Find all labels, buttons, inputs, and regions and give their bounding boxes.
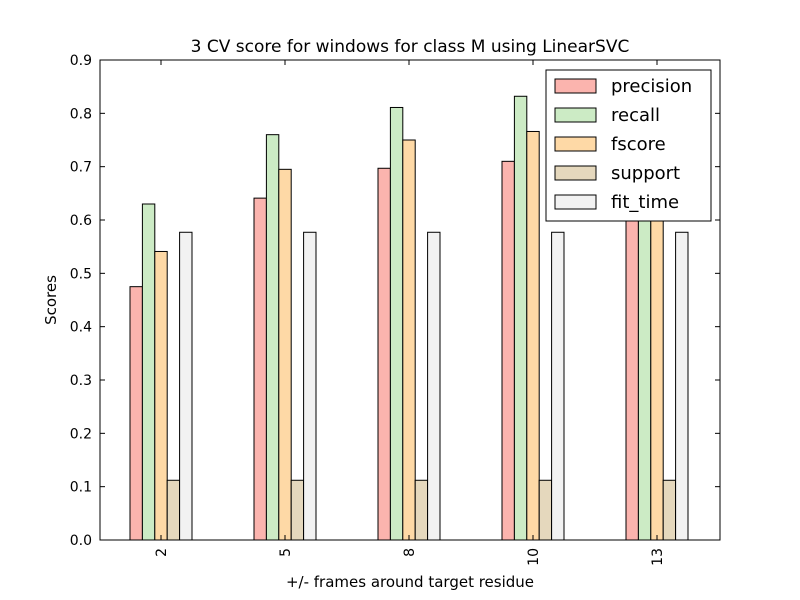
bar-support-8 bbox=[414, 479, 429, 541]
y-tick-label: 0.1 bbox=[70, 480, 92, 496]
y-tick-label: 0.5 bbox=[70, 266, 92, 282]
x-tick-label: 13 bbox=[650, 548, 666, 566]
y-tick-label: 0.4 bbox=[70, 320, 92, 336]
legend: precision recall fscore support fit_time bbox=[545, 69, 712, 222]
bar-support-10 bbox=[538, 479, 553, 541]
legend-label-fit_time: fit_time bbox=[611, 192, 679, 213]
bar-precision-5 bbox=[253, 197, 267, 541]
y-axis-label: Scores bbox=[42, 275, 60, 325]
bar-support-13 bbox=[662, 479, 677, 541]
y-axis-ticks: 0.0 0.1 0.2 0.3 0.4 0.5 0.6 0.7 0.8 0.9 bbox=[70, 53, 720, 549]
x-tick-label: 5 bbox=[278, 548, 294, 557]
legend-label-precision: precision bbox=[611, 76, 692, 97]
bar-fit_time-8 bbox=[427, 231, 441, 541]
legend-label-support: support bbox=[611, 163, 680, 184]
bar-fscore-8 bbox=[402, 139, 416, 541]
bar-precision-8 bbox=[377, 167, 391, 541]
y-tick-label: 0.6 bbox=[70, 213, 92, 229]
bar-recall-8 bbox=[389, 106, 404, 541]
bar-fit_time-10 bbox=[551, 231, 565, 541]
x-axis-label: +/- frames around target residue bbox=[286, 573, 534, 591]
y-tick-label: 0.9 bbox=[70, 53, 92, 69]
plot-area-frame bbox=[99, 59, 721, 541]
y-tick-label: 0.2 bbox=[70, 426, 92, 442]
bar-precision-2 bbox=[129, 286, 143, 541]
bar-fit_time-2 bbox=[179, 231, 193, 541]
bar-recall-2 bbox=[141, 203, 156, 541]
bar-fit_time-5 bbox=[303, 231, 317, 541]
bar-recall-5 bbox=[265, 134, 280, 541]
y-tick-label: 0.8 bbox=[70, 106, 92, 122]
legend-swatch-recall bbox=[554, 107, 597, 123]
legend-swatch-fit_time bbox=[554, 194, 597, 210]
y-tick-label: 0.3 bbox=[70, 373, 92, 389]
chart-title: 3 CV score for windows for class M using… bbox=[191, 37, 630, 57]
bar-precision-10 bbox=[501, 160, 515, 541]
bar-support-2 bbox=[166, 479, 181, 541]
y-tick-label: 0.0 bbox=[70, 533, 92, 549]
legend-swatch-precision bbox=[554, 78, 597, 94]
bar-fit_time-13 bbox=[675, 231, 689, 541]
legend-swatch-support bbox=[554, 165, 597, 181]
legend-swatch-fscore bbox=[554, 136, 597, 152]
bar-recall-10 bbox=[513, 95, 528, 541]
x-tick-label: 10 bbox=[526, 548, 542, 566]
bar-fscore-10 bbox=[526, 130, 540, 541]
legend-label-recall: recall bbox=[611, 105, 660, 126]
x-tick-label: 2 bbox=[154, 548, 170, 557]
bar-fscore-2 bbox=[154, 250, 168, 541]
legend-label-fscore: fscore bbox=[611, 134, 666, 155]
bar-fscore-5 bbox=[278, 168, 292, 541]
x-tick-label: 8 bbox=[402, 548, 418, 557]
y-tick-label: 0.7 bbox=[70, 160, 92, 176]
x-axis-ticks: 2 5 8 10 13 bbox=[154, 60, 666, 566]
bar-support-5 bbox=[290, 479, 305, 541]
